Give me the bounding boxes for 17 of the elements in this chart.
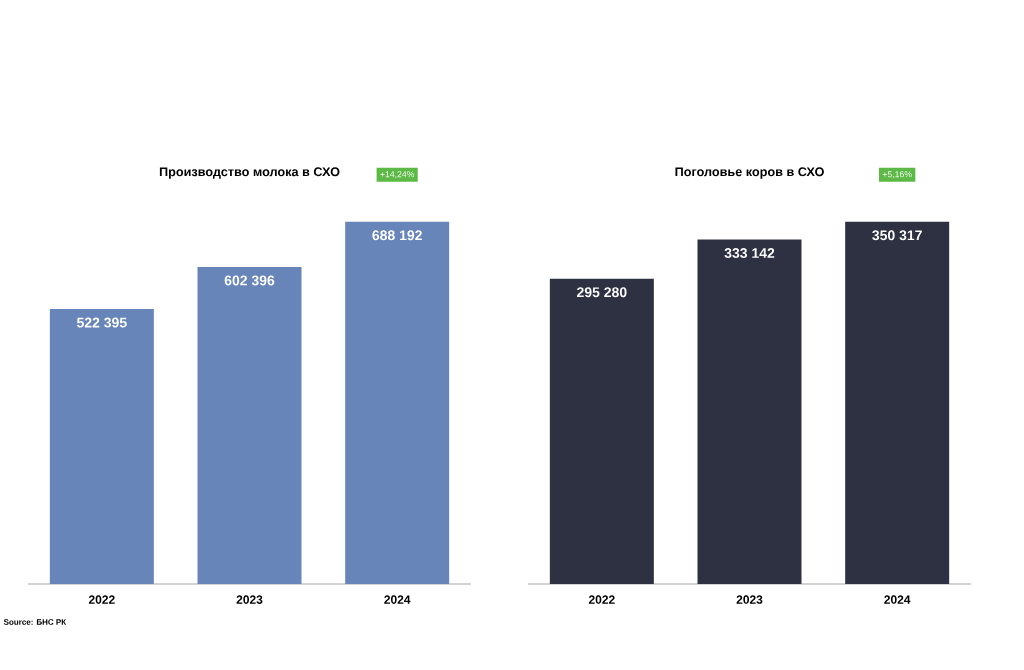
data-label: 295 280 — [577, 287, 627, 298]
x-tick-label: 2024 — [884, 595, 911, 604]
chart-title: Производство молока в СХО — [159, 167, 340, 179]
x-tick-label: 2023 — [236, 595, 263, 604]
x-tick-label: 2024 — [384, 595, 411, 604]
x-tick-label: 2022 — [588, 595, 615, 604]
source-note: Source: БНС РК — [3, 619, 67, 625]
data-label: 602 396 — [224, 275, 275, 286]
text: +5,16% — [882, 171, 912, 179]
text: +14,24% — [380, 171, 415, 179]
x-tick-label: 2022 — [88, 595, 115, 604]
data-label: 522 395 — [76, 317, 127, 328]
chart-title: Поголовье коров в СХО — [675, 167, 824, 179]
data-label: 333 142 — [724, 248, 775, 259]
data-label: 350 317 — [872, 230, 922, 241]
x-tick-label: 2023 — [736, 595, 763, 604]
data-label: 688 192 — [372, 230, 422, 241]
